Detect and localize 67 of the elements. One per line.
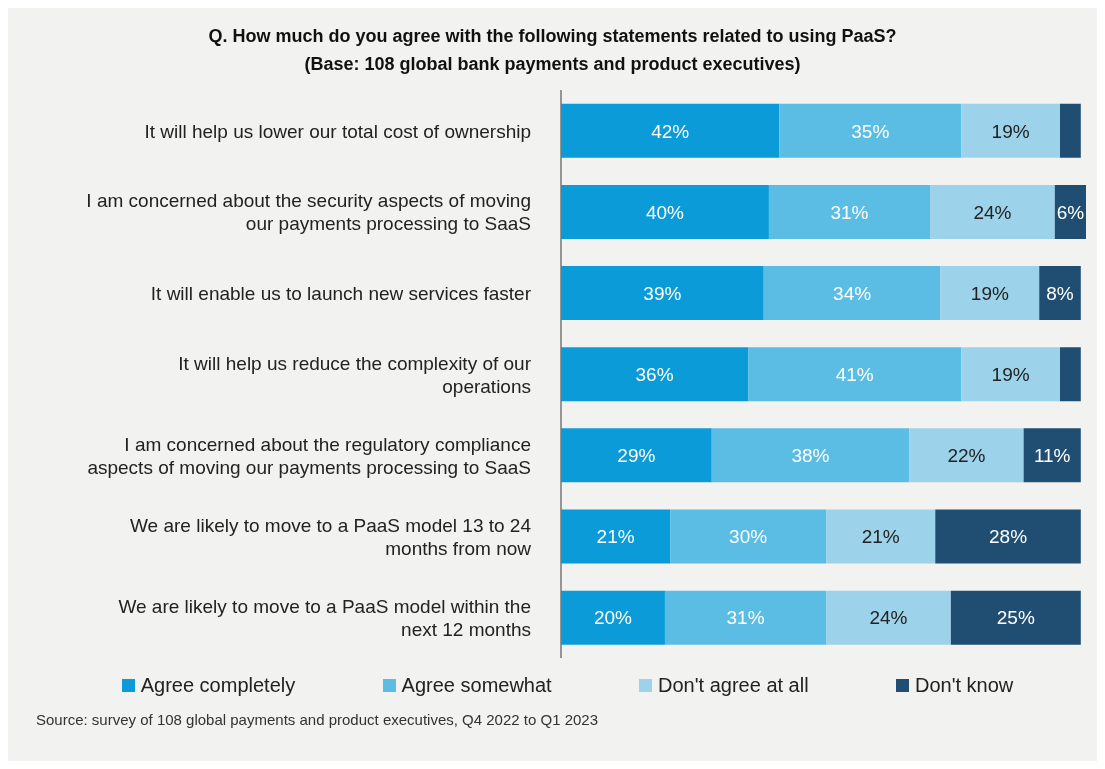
bar — [935, 509, 1081, 564]
chart-subtitle: (Base: 108 global bank payments and product executives) — [303, 53, 802, 76]
data-label: 20% — [593, 607, 633, 629]
bar — [768, 184, 931, 239]
bar — [826, 590, 951, 645]
y-tick-label: We are likely to move to a PaaS model 13 to 24 months from now — [130, 514, 532, 559]
y-tick-label: It will enable us to launch new services faster — [150, 282, 532, 304]
bar — [561, 347, 749, 402]
bar — [1060, 103, 1081, 158]
data-label: 11% — [1033, 445, 1071, 467]
data-label: 24% — [869, 607, 908, 629]
data-label: 21% — [861, 526, 900, 548]
data-label: 24% — [973, 201, 1012, 223]
data-label: 28% — [989, 526, 1028, 548]
y-tick-label: It will help us lower our total cost of ownership — [144, 120, 531, 142]
data-label: 19% — [991, 120, 1030, 142]
data-label: 35% — [851, 120, 890, 142]
bar — [561, 590, 665, 645]
bar — [561, 266, 764, 321]
bar — [930, 184, 1055, 239]
data-label: 22% — [947, 445, 986, 467]
data-label: 19% — [991, 363, 1030, 385]
data-label: 31% — [830, 201, 869, 223]
data-label: 25% — [996, 607, 1035, 629]
bar — [826, 509, 936, 564]
bar — [561, 184, 769, 239]
data-label: 41% — [835, 363, 874, 385]
data-label: 8% — [1046, 282, 1074, 304]
bar — [950, 590, 1081, 645]
bar — [1060, 347, 1081, 402]
chart-title: Q. How much do you agree with the following statements related to using PaaS? — [207, 25, 898, 48]
bar — [909, 428, 1024, 483]
bar — [711, 428, 910, 483]
bar — [1023, 428, 1081, 483]
bar — [779, 103, 962, 158]
y-tick-label: I am concerned about the security aspects of moving our payments processing to SaaS — [86, 189, 531, 234]
bar — [748, 347, 962, 402]
data-label: 38% — [791, 445, 830, 467]
legend-label: Agree completely — [140, 674, 296, 697]
bar — [940, 266, 1040, 321]
y-tick-label: It will help us reduce the complexity of our operations — [178, 352, 532, 396]
legend-label: Don't agree at all — [658, 674, 809, 697]
data-label: 29% — [617, 445, 656, 467]
data-label: 34% — [833, 282, 872, 304]
bar — [1039, 266, 1081, 321]
data-label: 36% — [635, 363, 674, 385]
data-label: 30% — [729, 526, 768, 548]
data-label: 40% — [645, 201, 685, 223]
data-label: 19% — [970, 282, 1009, 304]
legend-label: Agree somewhat — [401, 674, 552, 697]
data-label: 21% — [596, 526, 635, 548]
data-label: 31% — [726, 607, 765, 629]
y-tick-label: We are likely to move to a PaaS model within the next 12 months — [118, 595, 531, 640]
bar — [561, 103, 780, 158]
data-label: 6% — [1056, 201, 1085, 223]
bar — [561, 428, 712, 483]
bar — [664, 590, 827, 645]
bar — [561, 509, 671, 564]
bar — [961, 103, 1061, 158]
source-note: Source: survey of 108 global payments and product executives, Q4 2022 to Q1 2023 — [35, 711, 600, 728]
bar — [763, 266, 941, 321]
bar — [670, 509, 827, 564]
data-label: 39% — [643, 282, 682, 304]
bar — [961, 347, 1061, 402]
data-label: 42% — [651, 120, 690, 142]
legend-label: Don't know — [915, 674, 1014, 697]
y-tick-label: I am concerned about the regulatory compliance aspects of moving our payments processing to SaaS — [87, 433, 531, 478]
